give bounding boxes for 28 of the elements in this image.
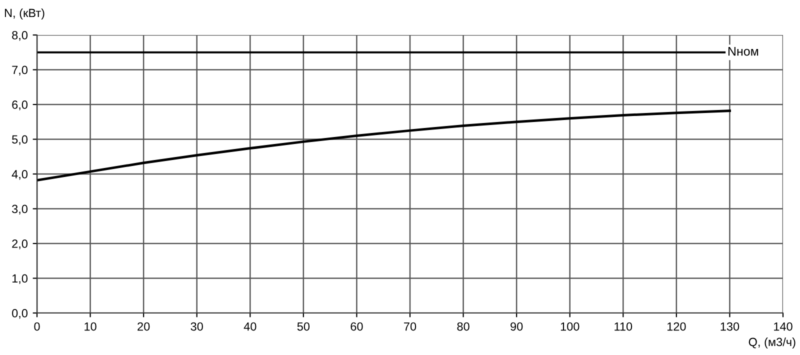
x-tick-label: 50	[297, 322, 310, 331]
y-tick-label: 0,0	[12, 309, 28, 319]
x-tick-label: 90	[510, 322, 523, 331]
y-tick-label: 5,0	[12, 135, 28, 146]
x-tick-label: 10	[84, 322, 96, 331]
y-tick-label: 4,0	[12, 170, 28, 180]
x-tick-label: 140	[774, 322, 792, 331]
x-tick-label: 0	[34, 322, 40, 331]
x-tick-label: 30	[190, 322, 203, 331]
x-tick-label: 60	[350, 322, 363, 331]
y-tick-label: 6,0	[12, 100, 28, 110]
x-tick-label: 130	[720, 322, 740, 331]
y-axis-title: N, (кВт)	[4, 8, 44, 20]
y-tick-label: 8,0	[12, 31, 28, 41]
x-tick-label: 80	[457, 322, 470, 331]
x-tick-label: 110	[614, 322, 632, 331]
x-tick-label: 100	[560, 322, 580, 331]
x-axis-title: Q, (м3/ч)	[748, 337, 796, 348]
line-series	[37, 110, 731, 182]
y-tick-label: 7,0	[12, 66, 28, 76]
x-tick-label: 120	[667, 322, 686, 331]
x-tick-label: 20	[138, 322, 150, 331]
y-tick-label: 3,0	[12, 204, 28, 215]
ref-line-label: Nном	[728, 47, 758, 56]
y-tick-label: 2,0	[12, 240, 28, 250]
x-tick-label: 70	[404, 322, 416, 331]
x-tick-label: 40	[244, 322, 256, 331]
y-tick-label: 1,0	[12, 274, 28, 284]
